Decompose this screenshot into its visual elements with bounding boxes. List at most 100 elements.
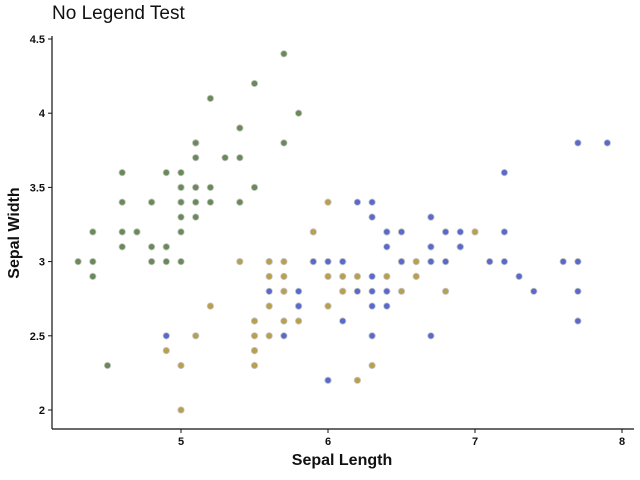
data-point-series-1 [148,198,156,206]
y-tick-label: 3.5 [30,182,45,194]
data-point-series-3 [500,257,508,266]
x-ticks: 5 6 7 8 [178,429,625,448]
data-point-series-3 [515,272,523,280]
data-point-series-3 [265,287,273,295]
data-point-series-3 [309,257,317,266]
data-point-series-3 [294,287,303,295]
data-point-series-3 [500,228,508,236]
y-ticks: 2 2.5 3 3.5 4 4.5 [30,34,52,417]
data-point-series-1 [294,109,303,117]
data-point-series-1 [118,243,126,251]
data-point-series-3 [574,139,582,147]
data-point-series-2 [250,332,259,340]
data-point-series-2 [471,228,479,236]
y-axis-label: Sepal Width [6,187,23,278]
data-point-series-2 [412,257,420,266]
data-point-series-2 [206,302,214,310]
data-point-series-1 [148,257,156,266]
data-point-series-2 [280,272,288,280]
y-tick-label: 2 [39,405,45,417]
data-point-series-1 [192,139,200,147]
data-point-series-2 [324,272,332,280]
data-point-series-3 [353,287,361,295]
data-point-series-3 [324,376,332,384]
x-tick-label: 8 [619,436,625,448]
data-point-series-2 [309,228,317,236]
data-point-series-1 [206,198,214,206]
data-point-series-1 [162,243,170,251]
data-point-series-3 [294,302,303,310]
data-point-series-2 [324,198,332,206]
data-point-series-2 [265,332,273,340]
data-point-series-3 [339,317,347,325]
data-point-series-3 [530,287,538,295]
data-point-series-2 [280,287,288,295]
data-point-series-3 [368,302,376,310]
data-point-series-2 [353,376,361,384]
data-point-series-3 [559,257,567,266]
data-point-series-1 [148,243,156,251]
data-point-series-3 [441,228,450,236]
data-point-series-2 [162,346,170,355]
data-point-series-1 [118,169,126,177]
data-point-series-2 [383,272,391,280]
data-point-series-1 [162,257,170,266]
data-point-series-1 [118,198,126,206]
data-point-series-2 [177,406,185,414]
data-point-series-3 [383,228,391,236]
data-point-series-2 [324,302,332,310]
data-point-series-2 [265,272,273,280]
y-tick-label: 4.5 [30,34,45,46]
data-point-series-1 [192,213,200,221]
data-point-series-3 [574,287,582,295]
data-point-series-2 [353,272,361,280]
data-point-series-3 [280,332,288,340]
data-point-series-2 [192,332,200,340]
data-point-series-1 [74,257,82,266]
data-point-series-1 [236,124,244,132]
data-point-series-1 [250,79,259,88]
data-point-series-3 [427,257,435,266]
data-point-series-2 [265,257,273,266]
data-point-series-3 [339,257,347,266]
y-tick-label: 2.5 [30,331,45,343]
data-point-series-1 [89,257,97,266]
y-tick-label: 3 [39,257,45,269]
data-point-series-1 [250,183,259,191]
data-point-series-3 [441,257,450,266]
data-point-series-3 [368,332,376,340]
data-point-series-1 [89,272,97,280]
data-point-series-2 [280,257,288,266]
data-point-series-1 [280,50,288,58]
data-point-series-1 [177,198,185,206]
data-point-series-3 [383,287,391,295]
data-point-series-1 [192,154,200,162]
data-point-series-2 [265,302,273,310]
data-point-series-1 [162,169,170,177]
chart-title: No Legend Test [52,3,185,24]
data-point-series-2 [236,257,244,266]
data-point-series-3 [162,332,170,340]
data-point-series-1 [177,257,185,266]
data-point-series-3 [368,272,376,280]
data-point-series-3 [427,243,435,251]
data-point-series-3 [456,243,464,251]
data-point-series-3 [456,228,464,236]
data-point-series-2 [412,272,420,280]
data-point-series-1 [177,228,185,236]
data-point-series-3 [427,213,435,221]
data-point-series-2 [339,287,347,295]
data-point-series-2 [397,287,406,295]
x-tick-label: 5 [178,436,184,448]
axes [51,36,634,430]
data-point-series-1 [177,183,185,191]
data-point-series-1 [192,183,200,191]
y-tick-label: 4 [39,108,46,120]
data-point-series-3 [368,213,376,221]
data-point-series-1 [103,361,112,370]
data-point-series-1 [133,228,141,236]
data-point-series-2 [177,361,185,370]
data-point-series-1 [221,154,229,162]
x-tick-label: 7 [472,436,478,448]
